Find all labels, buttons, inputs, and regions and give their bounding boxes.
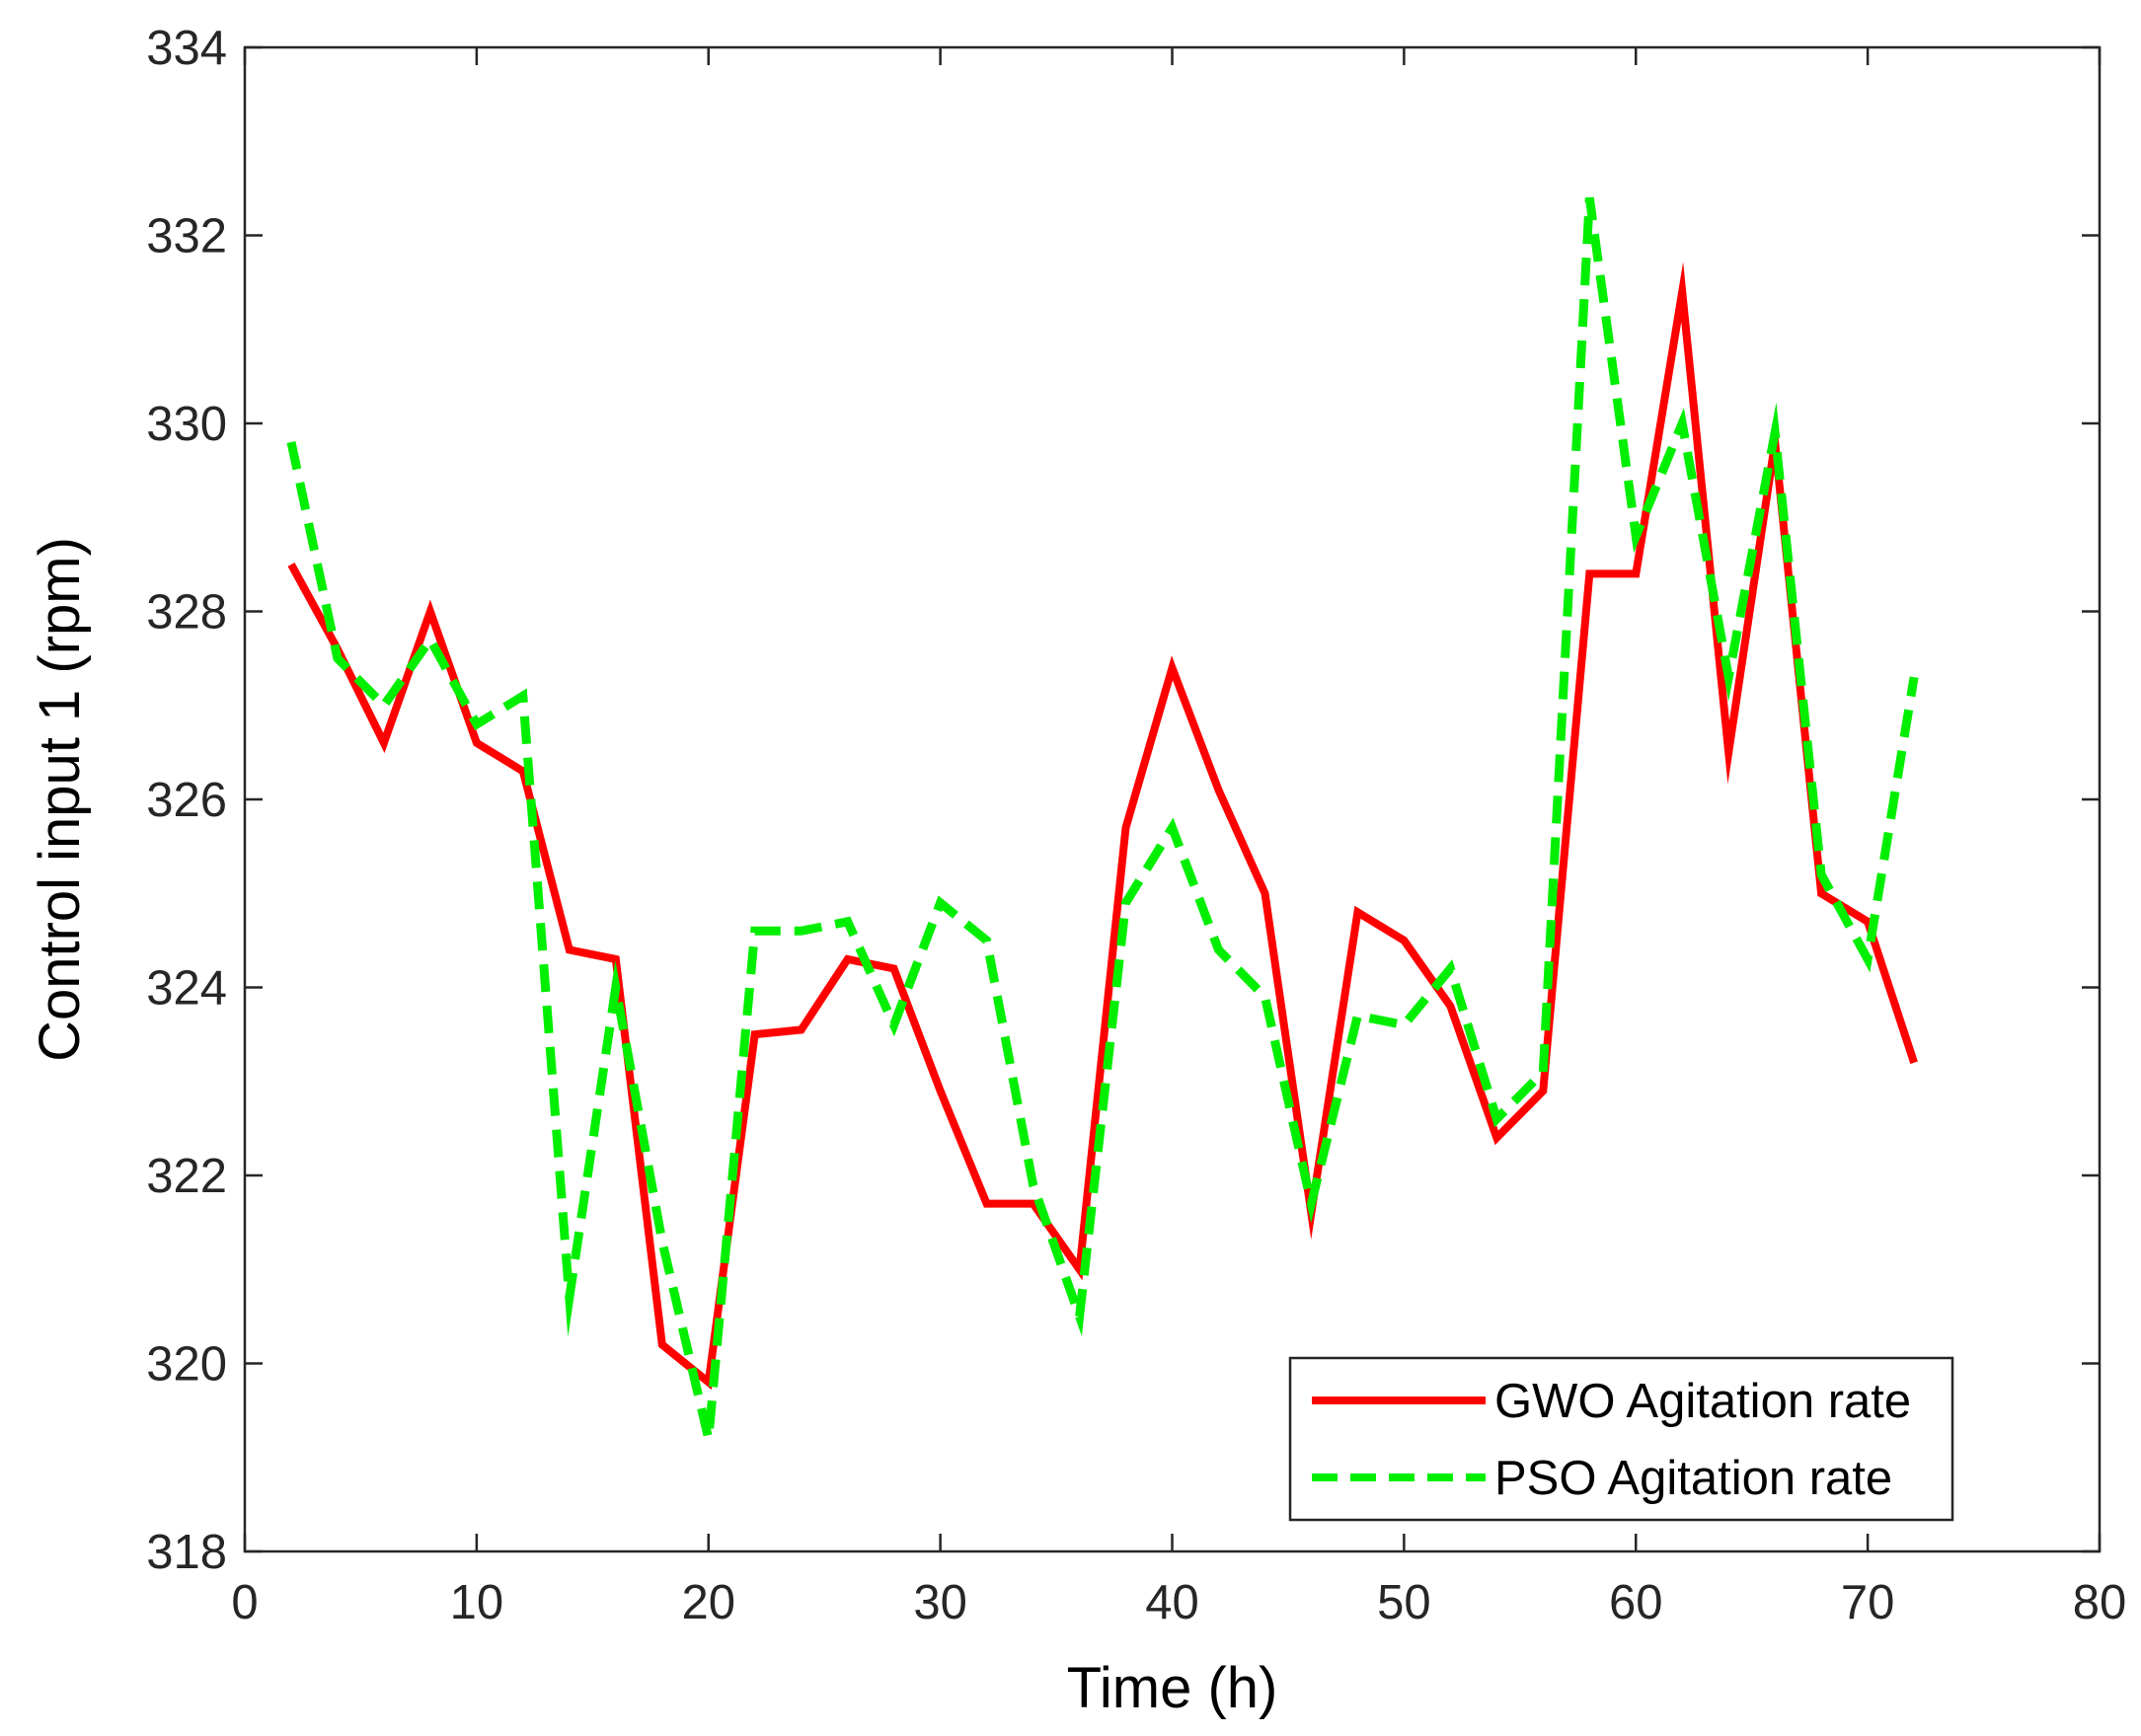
y-tick-label: 330: [146, 398, 227, 451]
y-tick-label: 328: [146, 586, 227, 640]
series-layer: [286, 196, 1919, 1467]
y-tick-label: 322: [146, 1150, 227, 1203]
x-tick-label: 10: [450, 1576, 504, 1629]
y-tick-label: 318: [146, 1526, 227, 1579]
legend-label-gwo: GWO Agitation rate: [1494, 1375, 1911, 1428]
x-tick-label: 80: [2073, 1576, 2127, 1629]
y-tick-label: 334: [146, 22, 227, 75]
x-tick-label: 60: [1609, 1576, 1663, 1629]
y-tick-label: 326: [146, 774, 227, 827]
x-tick-label: 50: [1377, 1576, 1431, 1629]
y-tick-label: 324: [146, 962, 227, 1016]
x-tick-label: 70: [1841, 1576, 1895, 1629]
y-tick-label: 332: [146, 210, 227, 264]
series-line-pso: [286, 196, 1919, 1467]
legend-box: [1288, 1356, 1954, 1522]
x-axis-title: Time (h): [1067, 1656, 1278, 1720]
y-axis-title: Control input 1 (rpm): [28, 537, 92, 1062]
x-tick-label: 30: [913, 1576, 967, 1629]
x-tick-label: 40: [1145, 1576, 1199, 1629]
legend-label-pso: PSO Agitation rate: [1494, 1452, 1892, 1505]
y-tick-label: 320: [146, 1338, 227, 1392]
x-tick-label: 0: [231, 1576, 258, 1629]
x-tick-label: 20: [681, 1576, 735, 1629]
legend: GWO Agitation rate PSO Agitation rate: [1288, 1356, 1954, 1522]
axes-layer: 0 10 20 30 40 50 60 70 80 318 320 322 324 326 328 330 33…: [146, 22, 2126, 1629]
